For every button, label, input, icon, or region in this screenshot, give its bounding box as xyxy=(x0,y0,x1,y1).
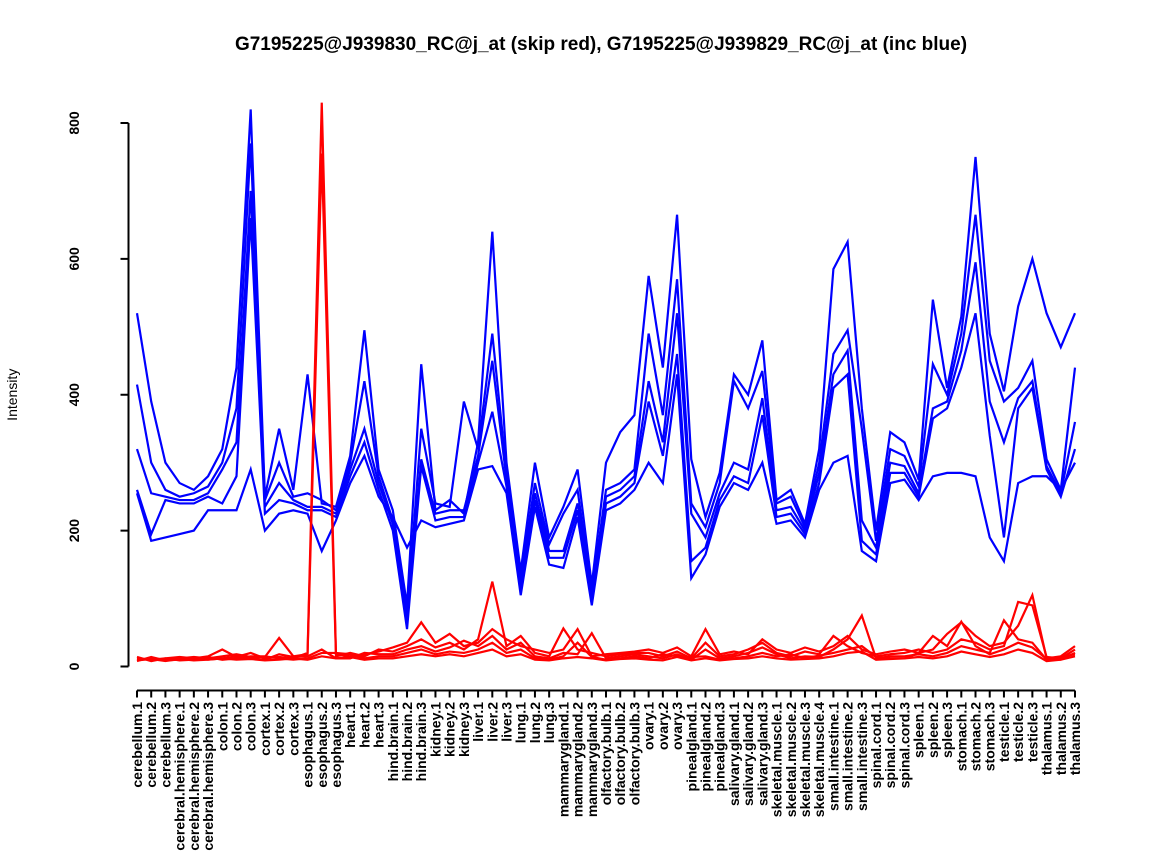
x-tick-label: stomach.1 xyxy=(953,702,969,771)
x-tick-label: cortex.3 xyxy=(285,702,301,756)
x-tick-label: small.intestine.2 xyxy=(840,702,856,811)
x-tick-label: skeletal.muscle.4 xyxy=(811,702,827,817)
x-tick-label: small.intestine.1 xyxy=(825,702,841,811)
x-tick-label: testicle.1 xyxy=(996,702,1012,762)
x-tick-label: heart.1 xyxy=(342,702,358,748)
x-tick-label: cortex.2 xyxy=(271,702,287,756)
x-tick-label: mammarygland.3 xyxy=(584,702,600,817)
x-tick-label: cerebellum.2 xyxy=(143,702,159,788)
x-tick-label: ovary.3 xyxy=(669,702,685,750)
x-tick-label: colon.3 xyxy=(243,702,259,751)
x-tick-label: thalamus.3 xyxy=(1067,702,1083,775)
x-tick-label: pinealgland.3 xyxy=(712,702,728,792)
x-tick-label: stomach.2 xyxy=(968,702,984,771)
x-tick-label: testicle.2 xyxy=(1010,702,1026,762)
series-line-inc-line-4 xyxy=(135,218,1077,630)
x-tick-label: kidney.1 xyxy=(427,702,443,757)
x-tick-label: cerebellum.3 xyxy=(157,702,173,788)
x-tick-label: ovary.1 xyxy=(641,702,657,750)
x-tick-label: kidney.3 xyxy=(456,702,472,757)
x-tick-label: kidney.2 xyxy=(442,702,458,757)
x-tick-label: skeletal.muscle.3 xyxy=(797,702,813,817)
x-tick-label: colon.1 xyxy=(214,702,230,751)
x-tick-label: mammarygland.1 xyxy=(555,702,571,817)
x-tick-label: pinealgland.1 xyxy=(683,702,699,792)
x-tick-label: thalamus.2 xyxy=(1053,702,1069,775)
series-line-skip-line-3 xyxy=(136,612,1076,663)
y-axis-title: Intensity xyxy=(4,369,20,421)
x-tick-label: thalamus.1 xyxy=(1039,702,1055,775)
series-line-inc-line-1 xyxy=(135,109,1077,606)
x-tick-label: cerebral.hemisphere.1 xyxy=(172,702,188,851)
x-tick-label: spinal.cord.3 xyxy=(896,702,912,789)
x-tick-label: olfactory.bulb.3 xyxy=(626,702,642,805)
x-tick-label: salivary.gland.2 xyxy=(740,702,756,806)
series-line-skip-line-1 xyxy=(136,102,1076,661)
series-line-inc-line-2 xyxy=(135,143,1077,616)
x-tick-label: salivary.gland.1 xyxy=(726,702,742,806)
x-tick-label: esophagus.1 xyxy=(300,702,316,788)
x-tick-label: cerebral.hemisphere.2 xyxy=(186,702,202,851)
x-tick-label: cerebellum.1 xyxy=(129,702,145,788)
x-tick-label: lung.2 xyxy=(527,702,543,743)
x-tick-label: ovary.2 xyxy=(655,702,671,750)
series-line-inc-line-5 xyxy=(135,374,1076,606)
x-tick-label: skeletal.muscle.1 xyxy=(769,702,785,817)
x-tick-label: spleen.1 xyxy=(911,702,927,758)
x-tick-label: skeletal.muscle.2 xyxy=(783,702,799,817)
x-tick-label: spleen.2 xyxy=(925,702,941,758)
x-tick-label: testicle.3 xyxy=(1024,702,1040,762)
x-tick-label: hind.brain.2 xyxy=(399,702,415,782)
x-tick-label: hind.brain.1 xyxy=(385,702,401,782)
x-tick-label: lung.3 xyxy=(541,702,557,743)
series-line-skip-line-5 xyxy=(136,648,1076,663)
x-tick-label: cerebral.hemisphere.3 xyxy=(200,702,216,851)
x-tick-label: olfactory.bulb.1 xyxy=(598,702,614,805)
x-tick-label: olfactory.bulb.2 xyxy=(612,702,628,805)
x-tick-label: small.intestine.3 xyxy=(854,702,870,811)
x-tick-label: spleen.3 xyxy=(939,702,955,758)
x-tick-label: stomach.3 xyxy=(982,702,998,771)
y-tick-label: 600 xyxy=(66,247,82,271)
x-tick-label: spinal.cord.2 xyxy=(882,702,898,789)
x-tick-label: esophagus.3 xyxy=(328,702,344,788)
y-tick-label: 400 xyxy=(66,383,82,407)
x-tick-label: spinal.cord.1 xyxy=(868,702,884,789)
x-tick-label: cortex.1 xyxy=(257,702,273,756)
y-tick-label: 800 xyxy=(66,111,82,135)
x-tick-label: mammarygland.2 xyxy=(570,702,586,817)
x-tick-label: liver.2 xyxy=(484,702,500,742)
x-tick-label: heart.2 xyxy=(356,702,372,748)
y-tick-label: 200 xyxy=(66,519,82,543)
x-tick-label: lung.1 xyxy=(513,702,529,743)
x-tick-label: liver.1 xyxy=(470,702,486,742)
series-line-inc-line-3 xyxy=(135,190,1077,623)
x-tick-label: colon.2 xyxy=(228,702,244,751)
y-tick-label: 0 xyxy=(66,662,82,670)
chart-title: G7195225@J939830_RC@j_at (skip red), G71… xyxy=(234,34,968,55)
x-tick-label: salivary.gland.3 xyxy=(754,702,770,806)
x-tick-label: esophagus.2 xyxy=(314,702,330,788)
x-tick-label: liver.3 xyxy=(499,702,515,742)
x-tick-label: pinealgland.2 xyxy=(697,702,713,792)
x-tick-label: hind.brain.3 xyxy=(413,702,429,782)
x-tick-label: heart.3 xyxy=(371,702,387,748)
